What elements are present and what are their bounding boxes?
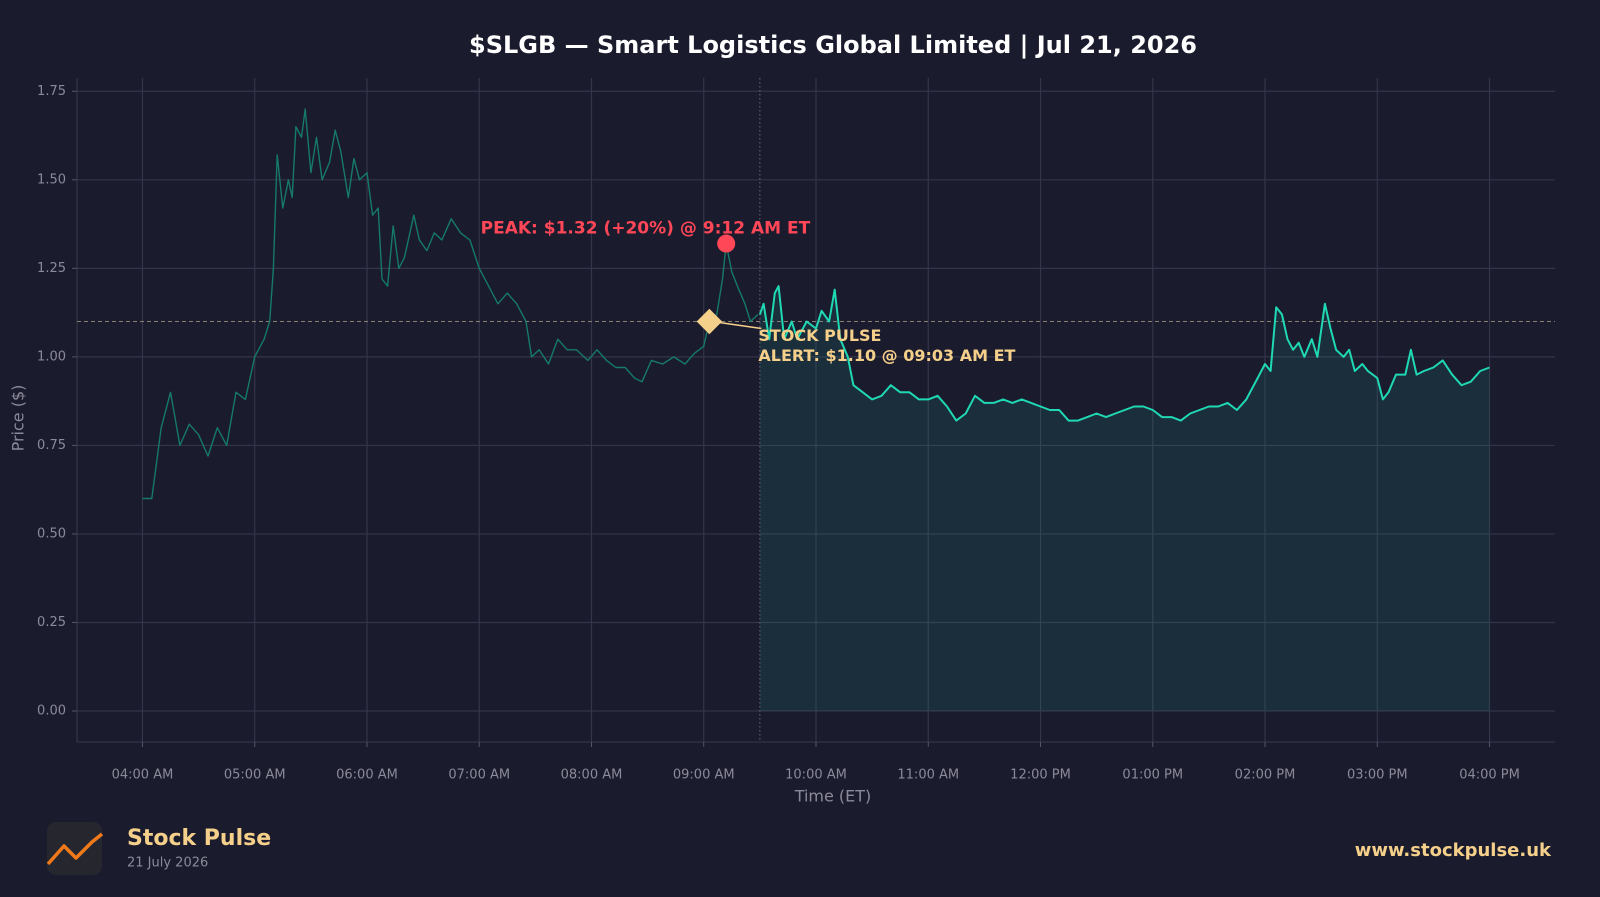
x-tick-label: 10:00 AM [785,768,847,783]
x-tick-label: 03:00 PM [1347,768,1408,783]
y-tick-label: 1.00 [37,349,66,364]
y-tick-label: 0.75 [37,438,66,453]
y-tick-label: 1.75 [37,84,66,99]
y-tick-label: 0.25 [37,615,66,630]
grid: 0.00 0.25 0.50 0.75 1.00 1.25 1.50 1.75 04:00 AM… [37,78,1555,783]
y-axis-label: Price ($) [9,385,28,452]
alert-label: STOCK PULSE [758,326,881,345]
y-tick-label: 0.00 [37,704,66,719]
premarket-line [142,108,759,500]
website-url: www.stockpulse.uk [1355,840,1552,861]
peak-marker [717,234,736,253]
peak-label: PEAK: $1.32 (+20%) @ 9:12 AM ET [481,219,811,239]
price-line [758,285,1490,422]
brand-date: 21 July 2026 [127,856,208,871]
y-tick-label: 0.50 [37,526,66,541]
x-axis-label: Time (ET) [794,787,872,806]
logo-icon [46,832,104,866]
y-tick-label: 1.25 [37,261,66,276]
footer: Stock Pulse 21 July 2026 www.stockpulse.… [46,822,1552,875]
y-tick-label: 1.50 [37,172,66,187]
x-tick-label: 05:00 AM [224,768,286,783]
x-tick-label: 01:00 PM [1122,768,1183,783]
x-tick-label: 04:00 PM [1459,768,1520,783]
x-tick-label: 08:00 AM [561,768,623,783]
alert-connector [719,321,762,330]
logo-box [47,822,102,875]
area-fill [759,286,1490,712]
chart-title: $SLGB — Smart Logistics Global Limited |… [469,31,1197,59]
x-tick-label: 06:00 AM [336,768,398,783]
x-tick-label: 12:00 PM [1010,768,1071,783]
brand-name: Stock Pulse [127,826,271,851]
x-tick-label: 09:00 AM [673,768,735,783]
labels: $SLGB — Smart Logistics Global Limited |… [9,31,1197,806]
x-tick-label: 04:00 AM [112,768,174,783]
alert-label: ALERT: $1.10 @ 09:03 AM ET [758,346,1015,365]
plot: PEAK: $1.32 (+20%) @ 9:12 AM ET STOCK PUL… [77,78,1555,742]
x-tick-label: 07:00 AM [448,768,510,783]
alert-marker [696,308,723,335]
x-tick-label: 02:00 PM [1235,768,1296,783]
x-tick-label: 11:00 AM [897,768,959,783]
